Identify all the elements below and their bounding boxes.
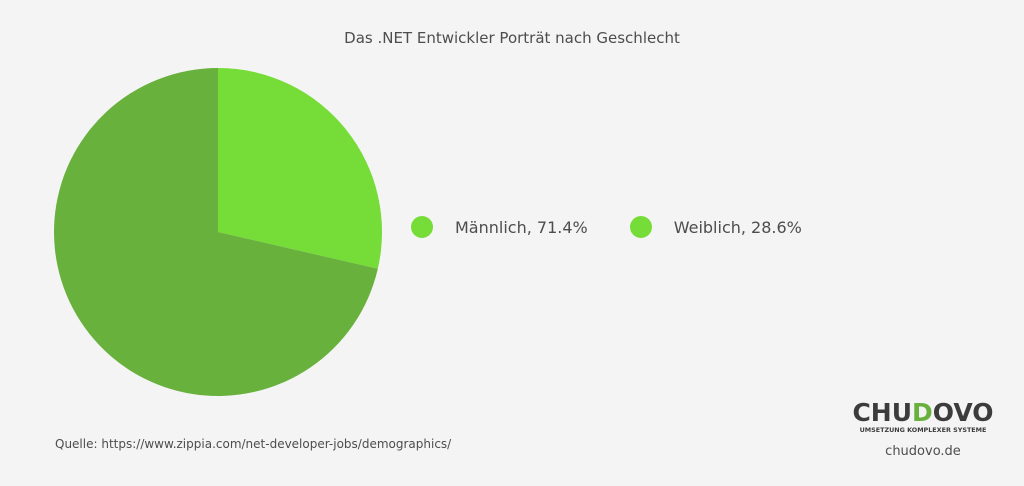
logo-tagline: UMSETZUNG KOMPLEXER SYSTEME <box>860 426 987 434</box>
chart-title: Das .NET Entwickler Porträt nach Geschle… <box>344 29 680 47</box>
legend-label-maennlich: Männlich, 71.4% <box>455 217 588 237</box>
chudovo-logo-mark: CHUDOVO UMSETZUNG KOMPLEXER SYSTEME <box>852 398 993 434</box>
chudovo-logo: CHUDOVO UMSETZUNG KOMPLEXER SYSTEME chud… <box>850 397 996 459</box>
chart-legend: Männlich, 71.4% Weiblich, 28.6% <box>411 216 844 238</box>
legend-item-maennlich: Männlich, 71.4% <box>411 216 588 238</box>
legend-item-weiblich: Weiblich, 28.6% <box>629 216 802 238</box>
legend-label-weiblich: Weiblich, 28.6% <box>673 217 802 237</box>
legend-swatch-weiblich <box>629 216 652 238</box>
legend-swatch-maennlich <box>411 216 433 238</box>
logo-wordmark: CHUDOVO <box>852 398 993 427</box>
pie-slice-weiblich <box>218 68 382 269</box>
logo-website: chudovo.de <box>885 444 961 459</box>
source-note: Quelle: https://www.zippia.com/net-devel… <box>55 437 452 451</box>
pie-slice-maennlich <box>53 68 378 397</box>
